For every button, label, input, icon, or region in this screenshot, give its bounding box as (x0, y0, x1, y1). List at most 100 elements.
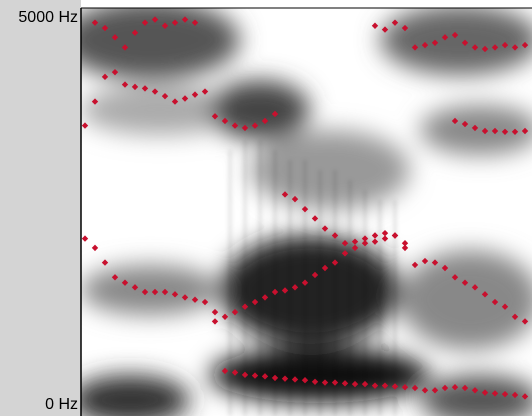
formant-point (111, 68, 119, 76)
formant-point (371, 382, 379, 389)
formant-point (421, 257, 429, 265)
formant-point (161, 22, 169, 29)
formant-point (81, 235, 89, 242)
formant-point (331, 232, 339, 239)
formant-point (271, 374, 279, 382)
formant-point (231, 369, 239, 376)
formant-point (91, 19, 99, 26)
formant-point (341, 380, 349, 387)
formant-point (341, 250, 349, 257)
formant-point (231, 122, 239, 129)
formant-point (461, 279, 469, 286)
formant-point (161, 288, 169, 296)
formant-point (471, 387, 479, 394)
formant-point (451, 117, 459, 125)
formant-point (361, 235, 369, 242)
formant-point (471, 124, 479, 132)
formant-point (141, 288, 149, 296)
formant-point (241, 303, 249, 310)
formant-point (221, 313, 229, 320)
formant-point (471, 284, 479, 291)
formant-point (181, 16, 189, 23)
formant-point (331, 259, 339, 266)
formant-point (441, 264, 449, 272)
formant-point (511, 391, 519, 399)
formant-point (191, 296, 199, 303)
formant-point (411, 384, 419, 392)
formant-point (271, 288, 279, 296)
formant-point (291, 376, 299, 383)
formant-point (321, 379, 329, 386)
formant-point (151, 16, 159, 23)
formant-point (391, 383, 399, 390)
formant-point (111, 274, 119, 281)
formant-point (321, 225, 329, 232)
formant-point (161, 92, 169, 100)
formant-point (481, 45, 489, 53)
formant-point (401, 24, 409, 32)
formant-point (421, 41, 429, 49)
formant-point (451, 383, 459, 391)
formant-point (121, 279, 129, 286)
formant-point (241, 371, 249, 379)
formant-point (221, 117, 229, 125)
formant-point (301, 279, 309, 286)
formant-point (311, 215, 319, 222)
formant-point (131, 29, 139, 36)
formant-point (291, 195, 299, 203)
formant-point (371, 238, 379, 245)
formant-point (241, 124, 249, 132)
formant-point (281, 375, 289, 382)
formant-point (341, 240, 349, 247)
formant-point (501, 390, 509, 398)
formant-point (491, 127, 499, 135)
formant-point (131, 83, 139, 91)
formant-point (261, 117, 269, 125)
formant-point (381, 229, 389, 237)
formant-point (391, 19, 399, 26)
formant-point (381, 382, 389, 389)
formant-point (141, 19, 149, 26)
y-tick-label: 5000 Hz (18, 9, 78, 26)
formant-point (391, 232, 399, 239)
formant-point (521, 41, 529, 49)
formant-point (351, 380, 359, 388)
formant-point (431, 387, 439, 394)
formant-point (401, 240, 409, 247)
formant-point (411, 261, 419, 269)
formant-point (441, 384, 449, 392)
formant-point (131, 284, 139, 291)
formant-point (461, 39, 469, 46)
formant-point (181, 294, 189, 301)
formant-point (111, 34, 119, 41)
formant-point (371, 22, 379, 29)
formant-point (371, 232, 379, 239)
formant-point (251, 298, 259, 306)
formant-point (211, 318, 219, 325)
formant-point (281, 191, 289, 198)
axis-panel (0, 0, 81, 416)
formant-point (511, 313, 519, 320)
formant-point (261, 294, 269, 301)
formant-point (461, 384, 469, 392)
formant-point (411, 44, 419, 51)
formant-point (191, 19, 199, 26)
formant-point (141, 85, 149, 92)
formant-point (251, 122, 259, 129)
formant-point (101, 24, 109, 32)
formant-point (81, 122, 89, 129)
formant-point (121, 81, 129, 88)
formant-point (461, 120, 469, 128)
formant-point (431, 39, 439, 46)
formant-point (101, 73, 109, 81)
y-tick-label: 0 Hz (45, 396, 78, 413)
formant-point (211, 113, 219, 120)
formant-point (301, 205, 309, 213)
formant-point (431, 259, 439, 266)
formant-point (491, 390, 499, 397)
formant-point (171, 98, 179, 105)
formant-point (521, 393, 529, 400)
formant-point (91, 98, 99, 105)
formant-point (151, 288, 159, 296)
formant-point (181, 95, 189, 102)
